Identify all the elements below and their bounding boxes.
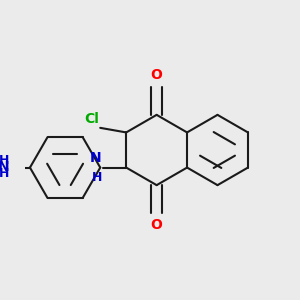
Text: H: H: [0, 154, 9, 167]
Text: H: H: [92, 171, 102, 184]
Text: O: O: [151, 68, 163, 82]
Text: O: O: [151, 218, 163, 232]
Text: Cl: Cl: [84, 112, 99, 126]
Text: N: N: [90, 151, 102, 165]
Text: N: N: [0, 160, 9, 174]
Text: H: H: [0, 167, 9, 180]
